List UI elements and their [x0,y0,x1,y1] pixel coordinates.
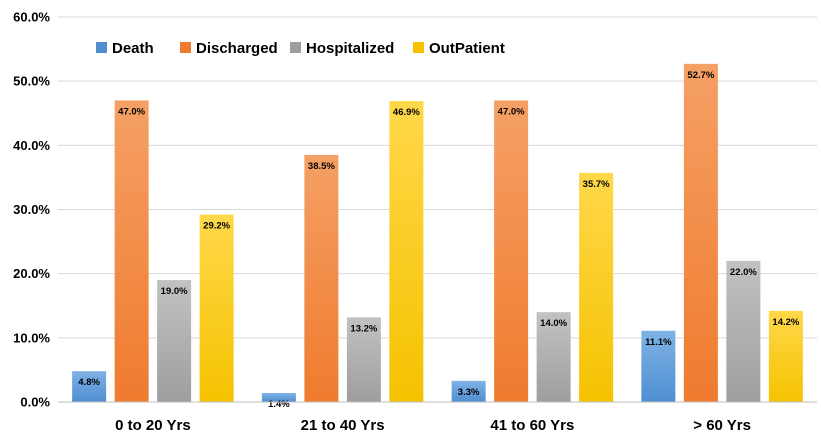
bar-discharged-1 [304,154,339,402]
legend-swatch-hospitalized [290,42,301,53]
bar-outpatient-1 [389,101,424,402]
bar-discharged-2 [494,100,529,403]
legend-label-outpatient: OutPatient [429,40,505,57]
bar-hospitalized-2 [536,312,571,402]
bar-death-1 [261,393,296,402]
y-tick-label: 50.0% [13,74,50,89]
bar-death-0 [72,371,107,402]
bar-death-3 [641,330,676,402]
data-label: 47.0% [498,106,525,117]
data-label: 1.4% [268,399,290,410]
x-category-label: 0 to 20 Yrs [115,417,191,434]
data-label: 4.8% [78,377,100,388]
bars [72,63,803,403]
bar-discharged-3 [683,63,718,402]
bar-discharged-0 [114,100,149,403]
data-label: 14.2% [772,317,799,328]
x-category-label: > 60 Yrs [693,417,751,434]
data-labels: 4.8% 47.0% 19.0% 29.2% 1.4% 38.5% 13.2% 46.9% 3.… [78,70,800,410]
legend-swatch-outpatient [413,42,424,53]
bar-death-2 [451,380,486,402]
legend-label-hospitalized: Hospitalized [306,40,394,57]
data-label: 38.5% [308,161,335,172]
y-axis: 0.0% 10.0% 20.0% 30.0% 40.0% 50.0% 60.0% [13,10,50,410]
x-category-label: 41 to 60 Yrs [490,417,574,434]
legend-label-discharged: Discharged [196,40,278,57]
data-label: 22.0% [730,267,757,278]
legend-swatch-death [96,42,107,53]
y-tick-label: 20.0% [13,266,50,281]
data-label: 46.9% [393,107,420,118]
y-tick-label: 10.0% [13,330,50,345]
bar-outpatient-3 [768,310,803,402]
y-tick-label: 60.0% [13,10,50,25]
bar-hospitalized-0 [157,280,192,402]
y-tick-label: 30.0% [13,202,50,217]
bar-outpatient-2 [579,172,614,402]
data-label: 29.2% [203,221,230,232]
data-label: 35.7% [583,179,610,190]
data-label: 47.0% [118,106,145,117]
bar-outpatient-0 [199,214,234,402]
legend-label-death: Death [112,40,154,57]
data-label: 19.0% [161,286,188,297]
y-tick-label: 40.0% [13,138,50,153]
x-axis: 0 to 20 Yrs 21 to 40 Yrs 41 to 60 Yrs > 60 … [58,401,817,434]
bar-hospitalized-3 [726,260,761,402]
data-label: 13.2% [350,323,377,334]
data-label: 11.1% [645,337,672,348]
data-label: 3.3% [458,387,480,398]
bar-hospitalized-1 [346,317,381,402]
y-tick-label: 0.0% [20,395,50,410]
data-label: 52.7% [687,70,714,81]
legend-swatch-discharged [180,42,191,53]
x-category-label: 21 to 40 Yrs [301,417,385,434]
data-label: 14.0% [540,318,567,329]
legend: Death Discharged Hospitalized OutPatient [96,40,505,57]
